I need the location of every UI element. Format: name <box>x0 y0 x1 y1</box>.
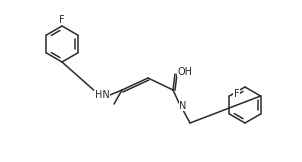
Text: HN: HN <box>95 90 109 100</box>
Text: OH: OH <box>178 67 192 77</box>
Text: F: F <box>59 15 65 25</box>
Text: N: N <box>179 101 187 111</box>
Text: F: F <box>234 89 239 99</box>
